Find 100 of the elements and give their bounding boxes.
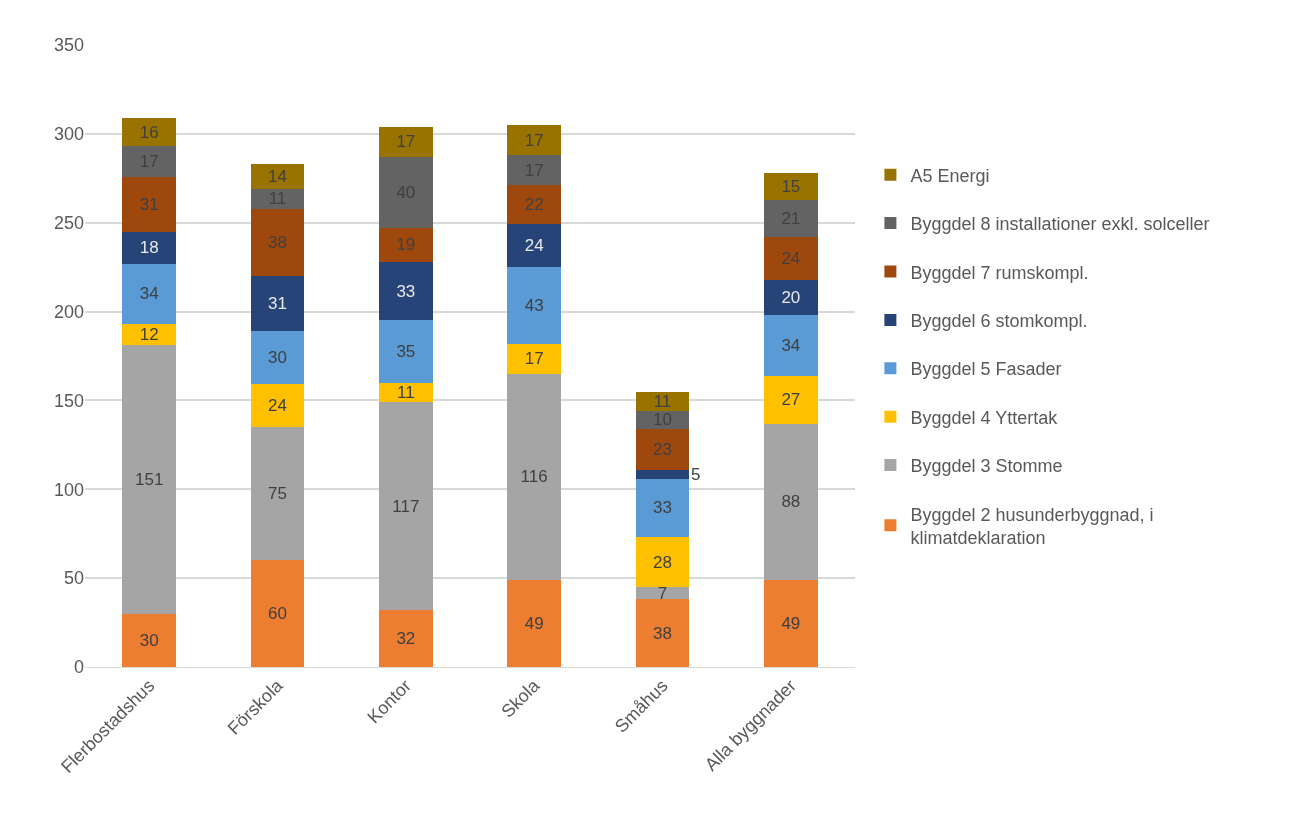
bar: [763, 375, 818, 424]
data-label: 38: [268, 232, 287, 252]
data-label: 17: [524, 349, 544, 369]
bar: [763, 236, 818, 280]
bar: [635, 428, 690, 470]
data-label: 33: [396, 281, 416, 301]
data-label: 60: [268, 604, 287, 624]
bar: [635, 537, 690, 588]
data-label: 151: [134, 470, 164, 490]
bar: [763, 315, 818, 376]
data-label: 24: [781, 248, 801, 268]
bar: [507, 373, 562, 580]
bar: [763, 279, 818, 316]
data-label: 43: [524, 295, 544, 315]
bar: [378, 261, 433, 321]
legend-label: Byggdel 2 husunderbyggnad, i klimatdeklaration: [910, 504, 1154, 548]
bar: [378, 156, 433, 229]
bar: [250, 188, 305, 209]
y-tick-label: 100: [53, 479, 84, 500]
data-label: 88: [781, 492, 801, 512]
legend-label: Byggdel 8 installationer exkl. solceller: [910, 214, 1210, 235]
data-label: 5: [691, 465, 701, 484]
data-label: 49: [524, 613, 544, 633]
data-label: 75: [268, 484, 287, 504]
bar: [122, 263, 177, 325]
bar: [250, 208, 305, 277]
bar: [250, 276, 305, 332]
bar: [250, 427, 305, 561]
data-label: 31: [139, 194, 159, 214]
data-label: 23: [653, 439, 672, 459]
data-label: 16: [139, 122, 159, 142]
bar: [250, 331, 305, 385]
bar: [378, 320, 433, 383]
data-label: 12: [139, 325, 159, 345]
data-label: 30: [139, 630, 159, 650]
bar: [250, 384, 305, 428]
bar: [122, 231, 177, 264]
data-label: 33: [653, 498, 672, 518]
legend-label: Byggdel 3 Stomme: [910, 456, 1063, 477]
bar: [507, 124, 562, 156]
bar: [507, 155, 562, 186]
data-label: 35: [396, 342, 416, 362]
bar: [635, 599, 690, 667]
legend-label: Byggdel 7 rumskompl.: [910, 262, 1089, 283]
data-label: 34: [139, 284, 159, 304]
bar: [635, 469, 690, 479]
bar: [507, 267, 562, 344]
bar: [635, 478, 690, 538]
bar: [122, 176, 177, 232]
bar: [378, 402, 433, 611]
data-label: 22: [524, 195, 544, 215]
bar: [507, 185, 562, 225]
bar: [122, 613, 177, 667]
y-tick-label: 200: [53, 301, 84, 322]
y-tick-label: 0: [73, 657, 84, 678]
data-label: 49: [781, 613, 801, 633]
y-tick-label: 150: [53, 390, 84, 411]
data-label: 11: [397, 382, 415, 402]
data-label: 117: [392, 496, 420, 516]
y-tick-label: 250: [53, 213, 84, 234]
data-label: 30: [268, 348, 287, 368]
legend-label: Byggdel 5 Fasader: [910, 359, 1062, 380]
data-label: 116: [520, 467, 548, 487]
data-label: 17: [524, 130, 544, 150]
data-label: 31: [268, 294, 287, 314]
y-tick-label: 300: [53, 124, 84, 145]
bar: [763, 423, 818, 580]
data-label: 28: [653, 552, 672, 572]
legend-label: Byggdel 4 Yttertak: [910, 407, 1059, 428]
bar: [507, 579, 562, 667]
bar: [378, 126, 433, 157]
bar: [122, 345, 177, 614]
bar: [507, 224, 562, 268]
bar: [250, 560, 305, 667]
bar: [763, 579, 818, 667]
y-tick-label: 50: [63, 568, 84, 589]
data-label: 32: [396, 629, 416, 649]
bar: [250, 164, 305, 189]
bar: [763, 172, 818, 200]
data-label: 19: [396, 235, 416, 255]
data-label: 24: [524, 236, 544, 256]
y-tick-label: 350: [53, 35, 84, 56]
legend-label: A5 Energi: [910, 165, 990, 186]
data-label: 11: [653, 391, 672, 411]
data-label: 20: [781, 287, 801, 307]
bar: [378, 610, 433, 667]
data-label: 34: [781, 335, 801, 355]
legend-label: Byggdel 6 stomkompl.: [910, 310, 1088, 331]
data-label: 27: [781, 390, 801, 410]
data-label: 7: [657, 583, 668, 603]
data-label: 18: [139, 238, 159, 258]
bar: [763, 199, 818, 237]
bar: [122, 117, 177, 147]
bar: [122, 146, 177, 177]
data-label: 15: [781, 176, 801, 196]
bar: [378, 228, 433, 262]
data-label: 24: [268, 396, 287, 416]
data-label: 14: [268, 167, 287, 187]
bar: [507, 343, 562, 374]
data-label: 38: [653, 623, 672, 643]
